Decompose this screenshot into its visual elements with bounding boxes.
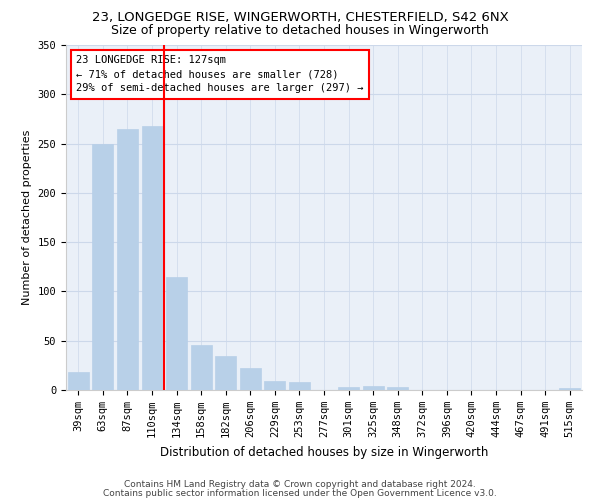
Bar bbox=[68, 372, 89, 390]
X-axis label: Distribution of detached houses by size in Wingerworth: Distribution of detached houses by size … bbox=[160, 446, 488, 458]
Bar bbox=[142, 126, 163, 390]
Text: Contains HM Land Registry data © Crown copyright and database right 2024.: Contains HM Land Registry data © Crown c… bbox=[124, 480, 476, 489]
Bar bbox=[166, 276, 187, 390]
Bar bbox=[240, 368, 261, 390]
Bar bbox=[559, 388, 580, 390]
Bar bbox=[191, 344, 212, 390]
Text: 23 LONGEDGE RISE: 127sqm
← 71% of detached houses are smaller (728)
29% of semi-: 23 LONGEDGE RISE: 127sqm ← 71% of detach… bbox=[76, 56, 364, 94]
Text: Size of property relative to detached houses in Wingerworth: Size of property relative to detached ho… bbox=[111, 24, 489, 37]
Bar bbox=[289, 382, 310, 390]
Bar bbox=[215, 356, 236, 390]
Bar bbox=[362, 386, 383, 390]
Bar bbox=[387, 387, 408, 390]
Bar bbox=[265, 381, 286, 390]
Bar bbox=[92, 144, 113, 390]
Bar bbox=[338, 387, 359, 390]
Y-axis label: Number of detached properties: Number of detached properties bbox=[22, 130, 32, 305]
Text: Contains public sector information licensed under the Open Government Licence v3: Contains public sector information licen… bbox=[103, 489, 497, 498]
Bar bbox=[117, 129, 138, 390]
Text: 23, LONGEDGE RISE, WINGERWORTH, CHESTERFIELD, S42 6NX: 23, LONGEDGE RISE, WINGERWORTH, CHESTERF… bbox=[92, 11, 508, 24]
